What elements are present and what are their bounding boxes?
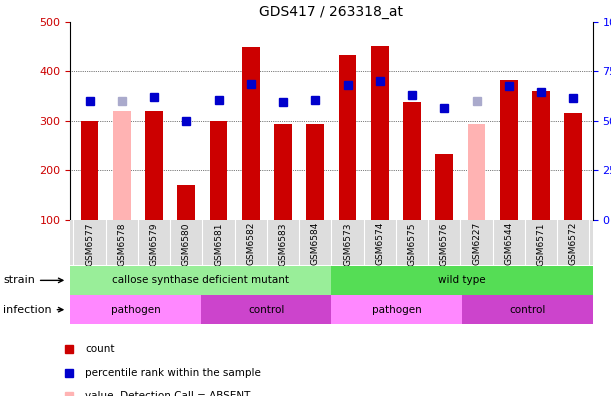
Bar xyxy=(274,124,292,220)
Text: GSM6584: GSM6584 xyxy=(311,222,320,265)
Text: GSM6575: GSM6575 xyxy=(408,222,417,266)
Bar xyxy=(113,111,131,220)
Bar xyxy=(371,46,389,220)
Text: GSM6577: GSM6577 xyxy=(85,222,94,266)
Bar xyxy=(436,154,453,220)
Text: GSM6571: GSM6571 xyxy=(536,222,546,266)
Text: pathogen: pathogen xyxy=(111,305,161,315)
Title: GDS417 / 263318_at: GDS417 / 263318_at xyxy=(260,6,403,19)
Text: GSM6583: GSM6583 xyxy=(279,222,288,266)
Text: percentile rank within the sample: percentile rank within the sample xyxy=(85,368,261,378)
Text: GSM6582: GSM6582 xyxy=(246,222,255,265)
Bar xyxy=(81,121,98,220)
Text: GSM6573: GSM6573 xyxy=(343,222,352,266)
Bar xyxy=(210,121,227,220)
Bar xyxy=(532,91,550,220)
Text: GSM6576: GSM6576 xyxy=(440,222,449,266)
Text: GSM6579: GSM6579 xyxy=(150,222,159,266)
Bar xyxy=(462,295,593,324)
Text: callose synthase deficient mutant: callose synthase deficient mutant xyxy=(112,275,290,286)
Text: GSM6578: GSM6578 xyxy=(117,222,126,266)
Text: control: control xyxy=(248,305,284,315)
Text: count: count xyxy=(85,344,114,354)
Text: pathogen: pathogen xyxy=(372,305,422,315)
Text: GSM6544: GSM6544 xyxy=(504,222,513,265)
Bar xyxy=(331,266,593,295)
Bar xyxy=(467,124,486,220)
Text: wild type: wild type xyxy=(438,275,486,286)
Bar xyxy=(331,295,462,324)
Bar xyxy=(145,111,163,220)
Bar xyxy=(500,80,518,220)
Text: GSM6581: GSM6581 xyxy=(214,222,223,266)
Text: strain: strain xyxy=(3,275,63,286)
Bar xyxy=(70,295,201,324)
Bar xyxy=(201,295,331,324)
Bar xyxy=(307,124,324,220)
Text: value, Detection Call = ABSENT: value, Detection Call = ABSENT xyxy=(85,392,251,396)
Text: GSM6227: GSM6227 xyxy=(472,222,481,265)
Text: GSM6580: GSM6580 xyxy=(182,222,191,266)
Bar xyxy=(70,266,331,295)
Bar xyxy=(565,113,582,220)
Text: GSM6574: GSM6574 xyxy=(375,222,384,265)
Text: infection: infection xyxy=(3,305,63,315)
Bar xyxy=(403,102,421,220)
Bar xyxy=(177,185,196,220)
Bar xyxy=(338,55,356,220)
Text: GSM6572: GSM6572 xyxy=(569,222,578,265)
Bar xyxy=(242,46,260,220)
Text: control: control xyxy=(509,305,546,315)
